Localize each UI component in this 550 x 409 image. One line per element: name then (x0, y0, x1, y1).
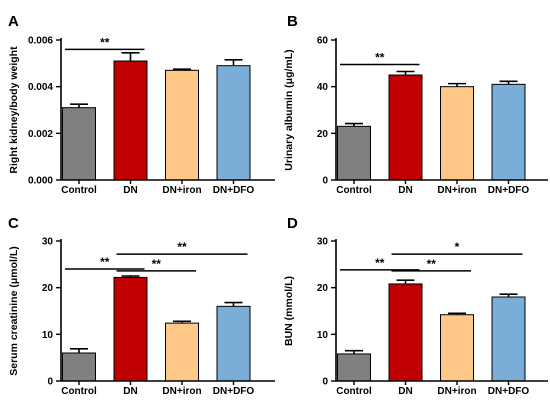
panel-c: C Control DN DN+iron DN+DFO 0 10 20 30 Serum crea… (8, 215, 275, 397)
panel-b-category-label: DN+iron (437, 185, 476, 196)
panel-b-bar-control (337, 125, 371, 181)
panel-d: D Control DN DN+iron DN+DFO 0 10 20 30 BUN (mmol/… (283, 215, 548, 397)
panel-c-category-label: DN+DFO (213, 386, 255, 397)
panel-c-significance-label: ** (152, 257, 162, 271)
panel-a-category-label: DN (123, 185, 137, 196)
panel-c-category-label: Control (61, 386, 97, 397)
panel-a-significance-label: ** (100, 35, 110, 49)
panel-a-bar-dn (113, 60, 148, 181)
panel-a-category-label: DN+DFO (213, 185, 255, 196)
panel-b-letter: B (287, 13, 298, 30)
panel-b-bar-dn-dfo (491, 83, 526, 181)
panel-d-bar-dn-iron (440, 314, 474, 382)
panel-c-y-axis-title: Serum creatinine (μmol/L) (8, 246, 20, 376)
panel-a-y-axis-title: Right kidney/body weight (8, 46, 20, 174)
panel-b-bar-dn-iron (440, 86, 474, 181)
panel-c-category-label: DN+iron (162, 386, 201, 397)
panel-d-y-tick-label: 10 (317, 330, 329, 341)
panel-c-significance-label: ** (177, 240, 187, 254)
panel-b-y-tick-label: 40 (317, 82, 329, 93)
panel-c-y-tick-label: 20 (42, 283, 54, 294)
panel-d-category-label: DN+iron (437, 386, 476, 397)
panel-b-y-tick-label: 20 (317, 129, 329, 140)
panel-c-bar-control (62, 352, 96, 382)
panel-c-category-label: DN (123, 386, 137, 397)
panel-c-y-tick-label: 10 (42, 330, 54, 341)
panel-b-category-label: DN+DFO (488, 185, 530, 196)
panel-d-significance-label: ** (375, 256, 385, 270)
panel-c-y-tick-label: 30 (42, 237, 54, 248)
panel-d-bar-control (337, 353, 371, 382)
panel-a-y-tick-label: 0.000 (28, 176, 53, 187)
panel-d-significance-label: * (455, 240, 460, 254)
panel-c-y-tick-label: 0 (47, 377, 53, 388)
panel-c-bar-dn-iron (165, 322, 199, 382)
panel-a-category-label: Control (61, 185, 97, 196)
panel-d-category-label: DN+DFO (488, 386, 530, 397)
panel-a-bar-control (62, 107, 96, 181)
panel-d-letter: D (287, 215, 298, 232)
panel-c-significance-label: ** (100, 255, 110, 269)
panel-a-bar-dn-dfo (216, 65, 251, 181)
panel-a-letter: A (8, 13, 19, 30)
panel-a-y-tick-label: 0.006 (28, 36, 53, 47)
panel-b-y-tick-label: 0 (322, 176, 328, 187)
panel-b-bar-dn (388, 74, 423, 181)
panel-d-y-tick-label: 20 (317, 283, 329, 294)
panel-d-y-tick-label: 30 (317, 237, 329, 248)
panel-c-letter: C (8, 215, 19, 232)
panel-a-category-label: DN+iron (162, 185, 201, 196)
panel-a-y-tick-label: 0.004 (28, 82, 53, 93)
panel-d-category-label: DN (398, 386, 412, 397)
panel-c-bar-dn (113, 276, 148, 382)
panel-d-bar-dn (388, 283, 423, 382)
panel-d-significance-label: ** (427, 257, 437, 271)
panel-d-bar-dn-dfo (491, 296, 526, 382)
panel-d-category-label: Control (336, 386, 372, 397)
panel-a-y-tick-label: 0.002 (28, 129, 53, 140)
panel-a-bar-dn-iron (165, 69, 199, 181)
panel-c-bar-dn-dfo (216, 305, 251, 382)
panel-b-y-tick-label: 60 (317, 36, 329, 47)
panel-d-y-axis-title: BUN (mmol/L) (283, 276, 295, 346)
panel-b-y-axis-title: Urinary albumin (μg/mL) (283, 49, 295, 170)
panel-b-category-label: DN (398, 185, 412, 196)
panel-a: A Control DN DN+iron DN+DFO 0.000 0.002 0.004 0.… (8, 13, 275, 196)
panel-b-significance-label: ** (375, 51, 385, 65)
panel-b: B Control DN DN+iron DN+DFO 0 20 40 60 Urinary al… (283, 13, 548, 196)
panel-d-y-tick-label: 0 (322, 377, 328, 388)
panel-b-category-label: Control (336, 185, 372, 196)
